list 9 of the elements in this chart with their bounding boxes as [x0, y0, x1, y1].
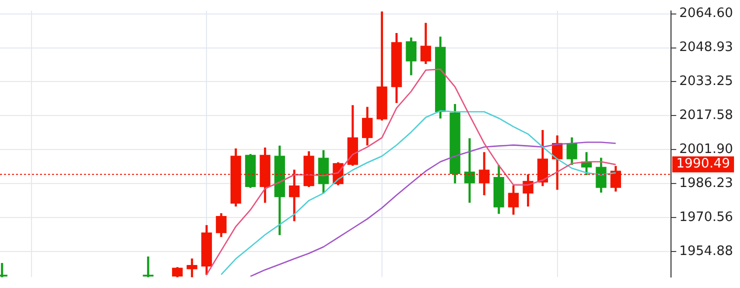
y-tick-label: 1986.23	[679, 176, 734, 191]
y-tick-label: 2048.93	[679, 40, 734, 56]
y-tick-label: 2001.90	[679, 142, 734, 158]
y-tick-label: 1954.88	[679, 244, 734, 259]
y-tick-label: 2017.58	[679, 108, 734, 124]
y-tick-label: 2033.25	[679, 74, 734, 90]
y-tick-label: 1970.56	[679, 210, 734, 225]
ref-line-label: 1990.49	[676, 156, 730, 172]
y-tick-label: 2064.60	[679, 6, 734, 22]
